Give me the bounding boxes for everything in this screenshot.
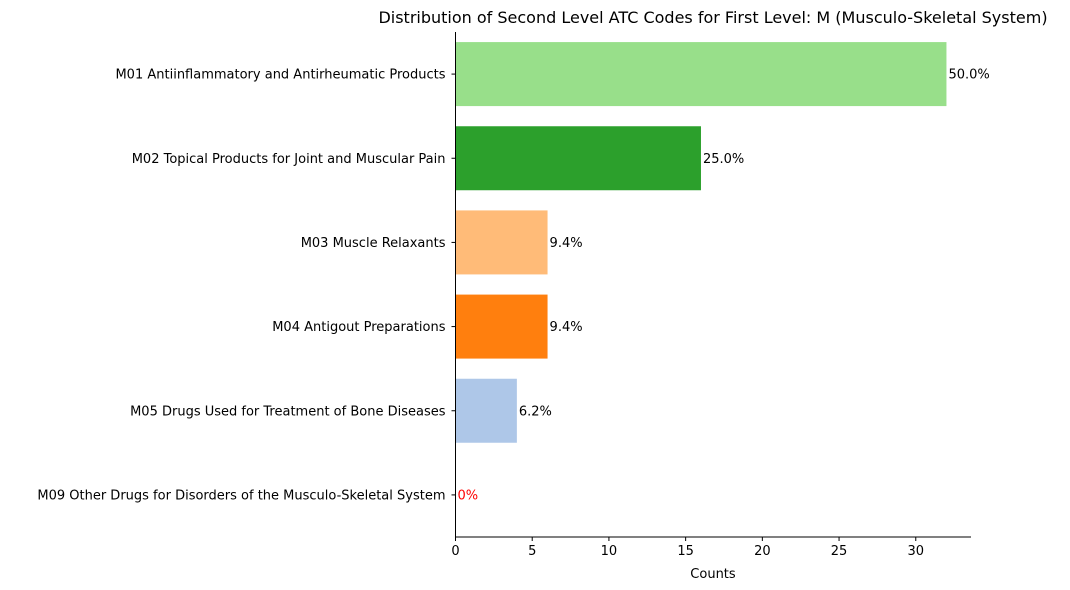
y-tick-label: M05 Drugs Used for Treatment of Bone Dis… xyxy=(130,404,446,419)
y-tick-label: M02 Topical Products for Joint and Muscu… xyxy=(132,152,446,167)
bars-layer xyxy=(455,42,947,443)
bar-4 xyxy=(455,294,548,359)
x-axis-label: Counts xyxy=(690,567,736,582)
x-tick-label: 5 xyxy=(528,544,536,559)
data-label: 9.4% xyxy=(550,236,583,251)
chart-title: Distribution of Second Level ATC Codes f… xyxy=(378,8,1047,27)
data-label: 9.4% xyxy=(550,320,583,335)
data-labels: 50.0% 25.0% 9.4% 9.4% 6.2% 0% xyxy=(458,68,990,504)
x-tick-label: 20 xyxy=(754,544,771,559)
x-tick-label: 0 xyxy=(451,544,459,559)
data-label: 50.0% xyxy=(948,68,989,83)
x-tick-label: 25 xyxy=(831,544,848,559)
data-label: 25.0% xyxy=(703,152,744,167)
x-tick-label: 15 xyxy=(677,544,694,559)
x-tick-label: 10 xyxy=(601,544,618,559)
bar-5 xyxy=(455,378,517,443)
y-tick-label: M04 Antigout Preparations xyxy=(272,320,446,335)
bar-3 xyxy=(455,210,548,275)
y-tick-labels: M01 Antiinflammatory and Antirheumatic P… xyxy=(37,68,456,503)
bar-2 xyxy=(455,126,701,191)
data-label: 0% xyxy=(458,488,479,503)
y-tick-label: M09 Other Drugs for Disorders of the Mus… xyxy=(37,488,445,503)
y-tick-label: M03 Muscle Relaxants xyxy=(301,236,446,251)
y-tick-label: M01 Antiinflammatory and Antirheumatic P… xyxy=(115,68,445,83)
x-axis-ticks: 0 5 10 15 20 25 30 xyxy=(451,537,924,559)
data-label: 6.2% xyxy=(519,404,552,419)
bar-1 xyxy=(455,42,947,107)
x-tick-label: 30 xyxy=(907,544,924,559)
